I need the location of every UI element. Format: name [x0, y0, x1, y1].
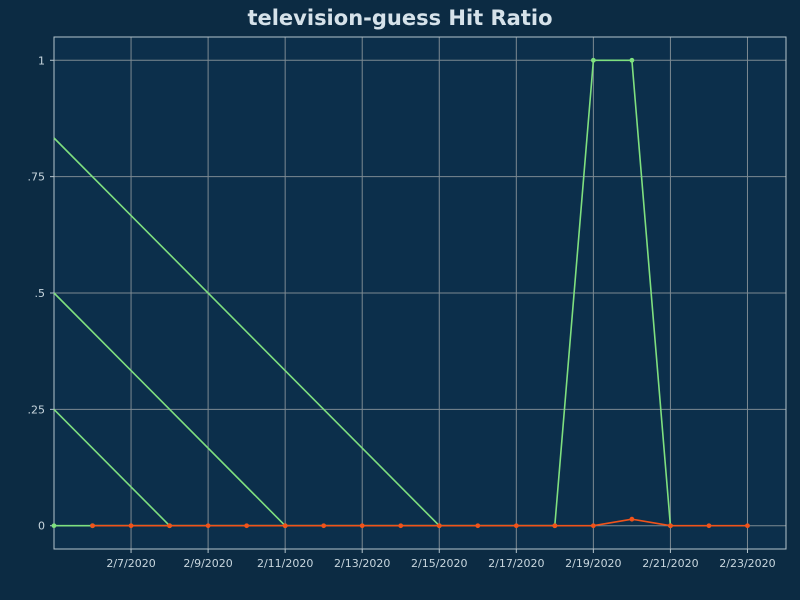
x-tick-label: 2/15/2020 [411, 557, 467, 570]
series-4-point [745, 523, 750, 529]
series-4-point [359, 523, 365, 529]
series-4-point [436, 523, 442, 529]
x-tick-label: 2/19/2020 [565, 557, 621, 570]
series-4-point [128, 523, 134, 529]
series-4-point [629, 516, 635, 522]
y-tick-label: 0 [38, 520, 45, 533]
series-4-point [513, 523, 519, 529]
series-4-point [706, 523, 712, 529]
series-1-line [53, 408, 171, 527]
y-tick-label: .5 [35, 287, 46, 300]
series-2-line [53, 292, 286, 527]
x-tick-label: 2/7/2020 [106, 557, 155, 570]
x-tick-label: 2/9/2020 [183, 557, 232, 570]
series-4-point [167, 523, 172, 529]
series-4-point [244, 523, 250, 529]
series-0-point [590, 57, 596, 63]
y-tick-label: .25 [28, 403, 46, 416]
x-tick-label: 2/17/2020 [488, 557, 544, 570]
x-tick-label: 2/11/2020 [257, 557, 313, 570]
y-tick-label: .75 [28, 171, 46, 184]
series-4-point [90, 523, 95, 529]
x-tick-label: 2/21/2020 [642, 557, 698, 570]
chart-title: television-guess Hit Ratio [247, 6, 552, 30]
series-4-point [475, 523, 481, 529]
series-4-point [590, 523, 596, 529]
series-4-point [282, 523, 288, 529]
series-0-point [51, 523, 57, 529]
series-4-point [668, 523, 673, 529]
series-0-point [629, 57, 635, 63]
y-tick-label: 1 [38, 54, 45, 67]
series-4-point [398, 523, 404, 529]
series-4-line [92, 518, 748, 527]
x-tick-label: 2/23/2020 [719, 557, 775, 570]
series-4-point [552, 523, 558, 529]
x-tick-label: 2/13/2020 [334, 557, 390, 570]
series-4-point [205, 523, 211, 529]
series-3-line [53, 137, 440, 527]
series-4-point [321, 523, 327, 529]
